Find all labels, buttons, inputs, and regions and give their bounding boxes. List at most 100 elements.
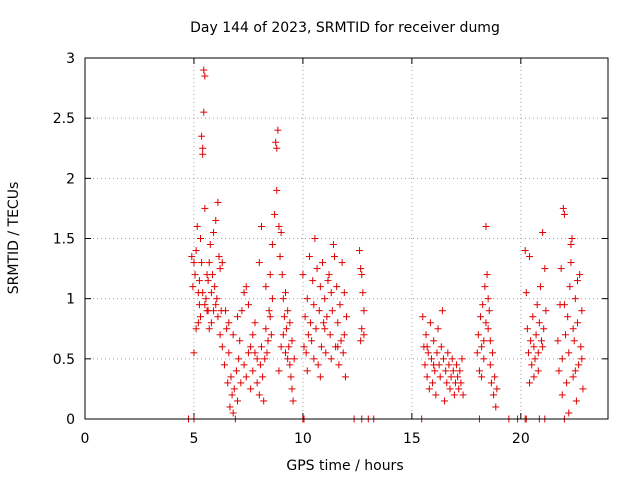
data-point: [206, 241, 214, 249]
data-point: [304, 331, 312, 339]
data-point: [305, 253, 313, 261]
data-point: [565, 409, 573, 417]
data-point: [433, 349, 441, 357]
data-point: [565, 349, 573, 357]
data-point: [280, 313, 288, 321]
data-point: [568, 235, 576, 242]
data-point: [419, 313, 427, 321]
data-point: [569, 373, 577, 381]
data-point: [204, 277, 212, 285]
data-point: [331, 253, 339, 261]
data-point: [455, 385, 463, 393]
data-point: [283, 325, 291, 333]
data-point: [268, 241, 276, 249]
data-point: [287, 373, 295, 381]
data-point: [188, 253, 196, 261]
data-point: [539, 228, 547, 236]
x-tick-label: 0: [81, 431, 90, 447]
data-point: [312, 325, 320, 333]
data-point: [531, 355, 539, 363]
data-point: [490, 391, 498, 399]
data-point: [255, 391, 263, 399]
data-point: [263, 349, 271, 357]
data-point: [449, 367, 457, 375]
data-point: [538, 337, 546, 345]
data-point: [541, 265, 549, 273]
data-point: [262, 325, 270, 333]
data-point: [559, 204, 567, 212]
data-point: [430, 337, 438, 345]
data-point: [281, 349, 289, 357]
data-point: [262, 283, 270, 291]
data-point: [194, 319, 202, 327]
data-point: [207, 319, 215, 327]
data-point: [579, 385, 587, 393]
data-point: [554, 337, 562, 345]
data-point: [443, 379, 451, 387]
data-point: [234, 313, 242, 321]
data-point: [301, 313, 309, 321]
data-point: [277, 343, 285, 351]
data-point: [224, 379, 232, 387]
data-point: [259, 373, 267, 381]
data-point: [249, 331, 257, 339]
data-point: [203, 271, 211, 279]
data-point: [253, 355, 261, 363]
data-point: [492, 403, 500, 411]
data-point: [444, 349, 452, 357]
data-point: [316, 373, 324, 381]
data-point: [327, 289, 335, 297]
data-point: [202, 295, 210, 303]
data-point: [320, 319, 328, 327]
data-point: [218, 343, 226, 351]
data-point: [533, 301, 541, 309]
data-point: [572, 397, 580, 405]
data-point: [478, 343, 486, 351]
data-point: [421, 361, 429, 369]
data-point: [192, 247, 200, 255]
data-points: [185, 66, 587, 423]
data-point: [485, 307, 493, 315]
data-point: [271, 210, 279, 218]
data-point: [251, 319, 259, 327]
data-point: [229, 331, 237, 339]
data-point: [315, 307, 323, 315]
data-point: [281, 289, 289, 297]
data-point: [200, 66, 208, 74]
data-point: [258, 343, 266, 351]
data-point: [265, 307, 273, 315]
y-tick-label: 3: [66, 51, 75, 67]
data-point: [327, 355, 335, 363]
data-point: [567, 259, 575, 267]
data-point: [570, 337, 578, 345]
data-point: [303, 367, 311, 375]
data-point: [427, 355, 435, 363]
data-point: [264, 337, 272, 345]
data-point: [322, 349, 330, 357]
data-point: [493, 385, 501, 393]
data-point: [474, 331, 482, 339]
data-point: [325, 271, 333, 279]
data-point: [336, 301, 344, 309]
data-point: [201, 72, 209, 80]
data-point: [486, 361, 494, 369]
data-point: [422, 331, 430, 339]
data-point: [578, 355, 586, 363]
data-point: [441, 397, 449, 405]
data-point: [244, 349, 252, 357]
data-point: [536, 283, 544, 291]
data-point: [529, 313, 537, 321]
data-point: [192, 325, 200, 333]
data-point: [484, 295, 492, 303]
data-point: [457, 379, 465, 387]
data-point: [218, 259, 226, 267]
data-point: [235, 355, 243, 363]
data-point: [222, 307, 230, 315]
data-point: [539, 343, 547, 351]
data-point: [335, 361, 343, 369]
data-point: [284, 355, 292, 363]
data-point: [343, 313, 350, 321]
data-point: [566, 283, 574, 291]
data-point: [558, 391, 566, 399]
data-point: [557, 265, 565, 273]
